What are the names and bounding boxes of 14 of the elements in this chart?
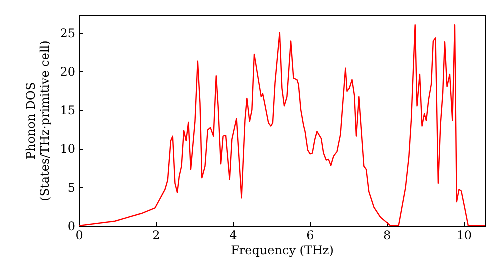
- x-tick-label: 10: [456, 228, 472, 242]
- y-tick-label: 20: [60, 64, 76, 79]
- y-tick-label: 25: [60, 26, 76, 40]
- y-tick-label: 15: [60, 104, 76, 118]
- line-series: [79, 24, 485, 226]
- y-tick-label: 10: [60, 142, 76, 156]
- x-axis-title: Frequency (THz): [231, 244, 334, 258]
- y-axis-title: Phonon DOS (States/THz·primitive cell): [24, 40, 52, 202]
- y-tick-label: 0: [68, 220, 76, 234]
- x-tick-label: 2: [152, 228, 160, 242]
- x-tick-label: 6: [306, 228, 314, 242]
- x-tick-label: 4: [230, 228, 238, 242]
- x-tick-label: 8: [384, 228, 392, 242]
- y-tick-label: 5: [68, 180, 76, 195]
